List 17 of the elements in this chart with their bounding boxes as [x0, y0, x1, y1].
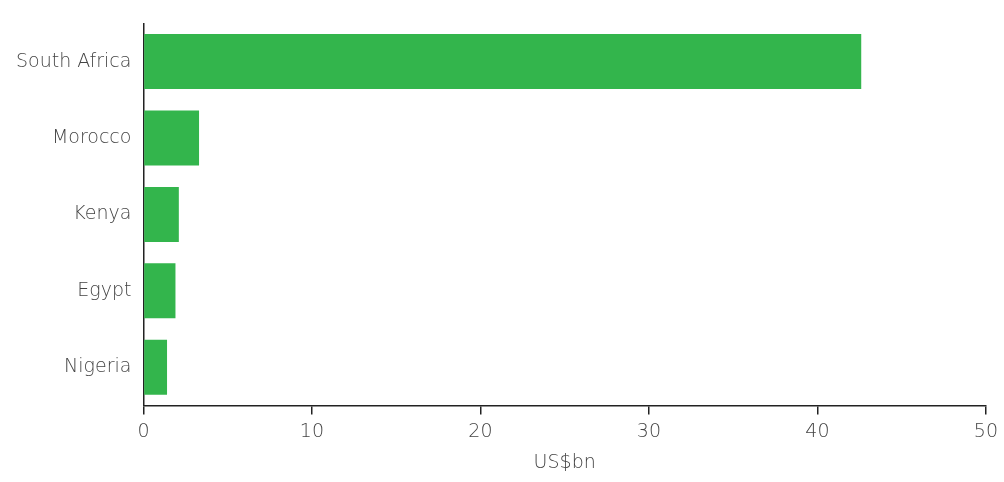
x-tick-label: 30	[636, 418, 662, 441]
y-tick-label: South Africa	[15, 48, 132, 71]
x-tick-label: 0	[137, 418, 150, 441]
x-tick-label: 20	[468, 418, 493, 441]
x-tick-label: 10	[299, 418, 325, 441]
bar	[144, 339, 168, 395]
y-tick-label: Egypt	[77, 277, 132, 300]
y-tick-label: Nigeria	[64, 354, 132, 377]
bar	[144, 263, 176, 319]
x-axis-title: US$bn	[533, 449, 596, 472]
x-tick-label: 50	[973, 418, 999, 441]
bar	[144, 34, 862, 90]
y-tick-label: Kenya	[73, 201, 132, 224]
x-tick-label: 40	[805, 418, 830, 441]
bar	[144, 110, 200, 166]
y-tick-label: Morocco	[51, 124, 132, 147]
bar	[144, 186, 179, 242]
